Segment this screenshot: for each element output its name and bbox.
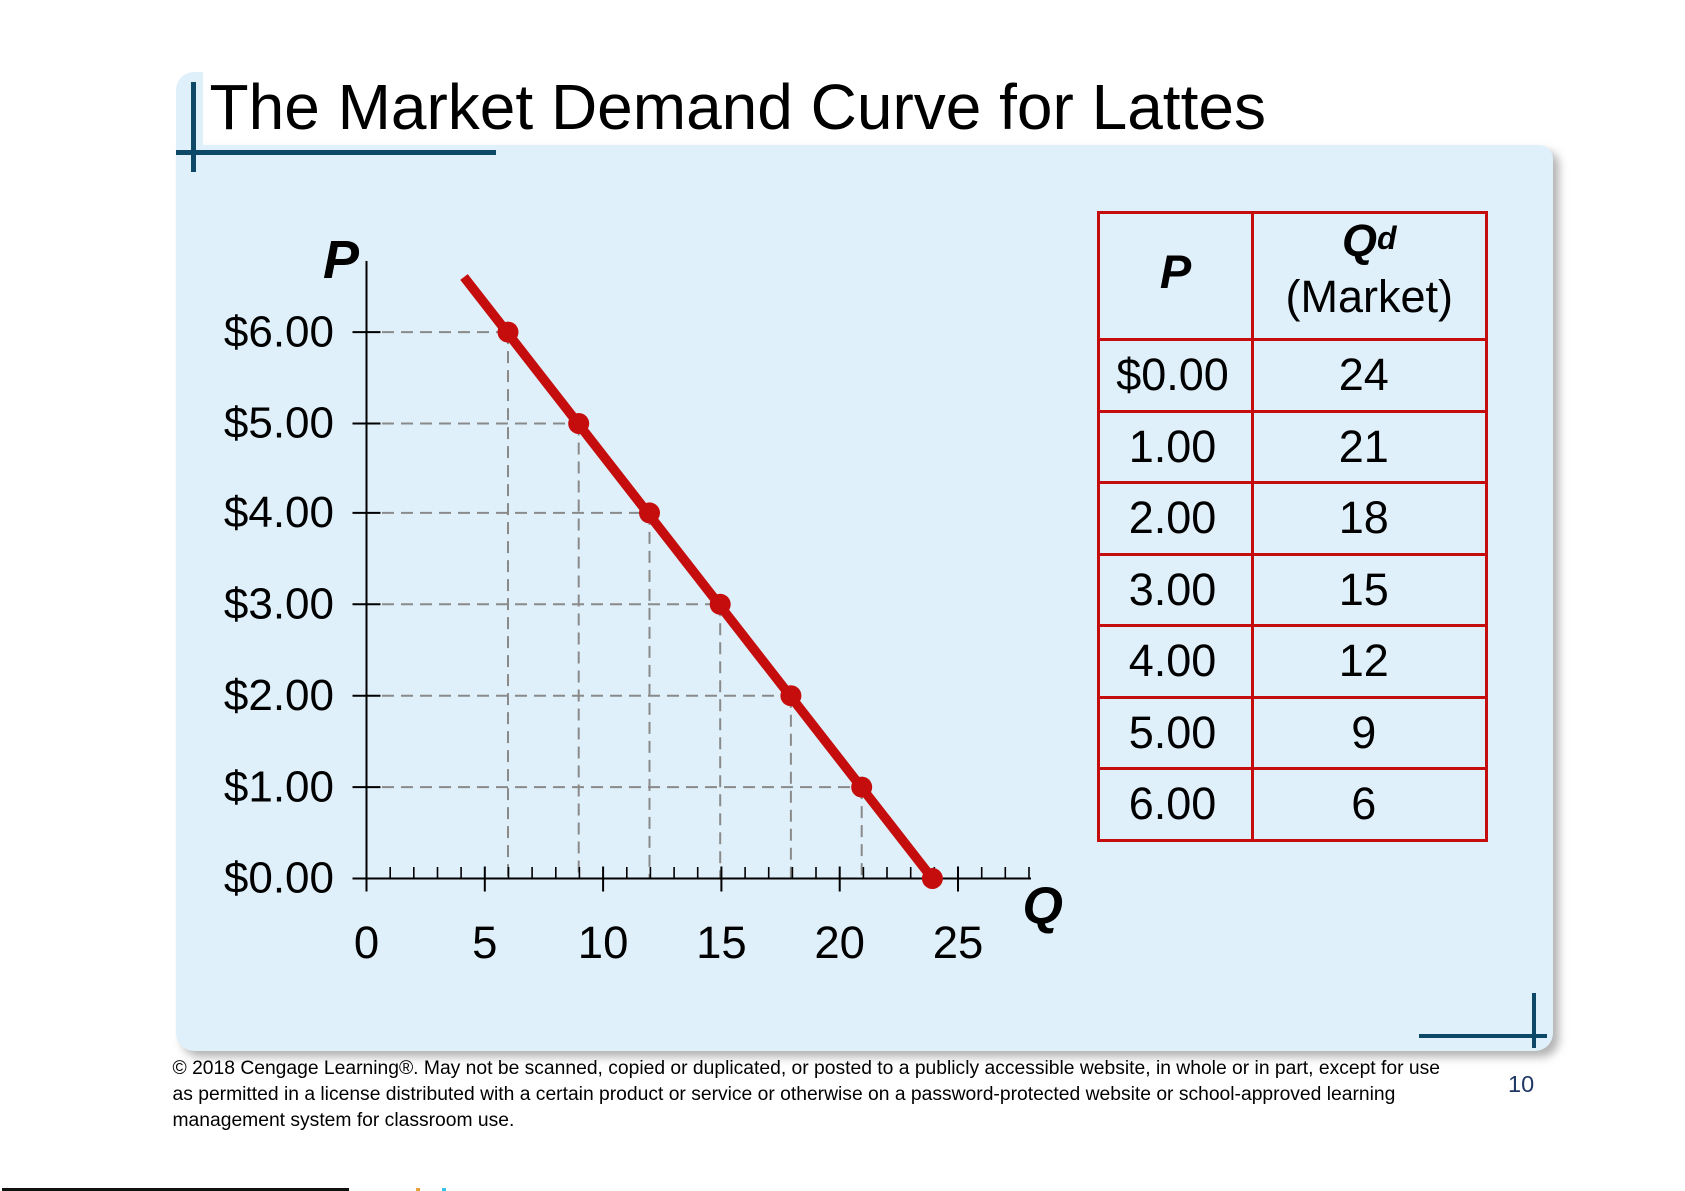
svg-text:5: 5 bbox=[472, 917, 497, 968]
svg-text:P: P bbox=[323, 230, 360, 290]
svg-text:0: 0 bbox=[354, 917, 379, 968]
svg-text:$3.00: $3.00 bbox=[224, 580, 334, 629]
svg-text:20: 20 bbox=[814, 917, 865, 968]
svg-text:25: 25 bbox=[933, 917, 984, 968]
svg-text:$0.00: $0.00 bbox=[224, 854, 334, 903]
svg-text:10: 10 bbox=[578, 917, 629, 968]
svg-text:15: 15 bbox=[696, 917, 747, 968]
svg-text:$5.00: $5.00 bbox=[224, 399, 334, 448]
svg-text:$1.00: $1.00 bbox=[224, 762, 334, 811]
svg-text:$4.00: $4.00 bbox=[224, 488, 334, 537]
svg-text:$6.00: $6.00 bbox=[224, 307, 334, 356]
svg-text:Q: Q bbox=[1023, 878, 1063, 936]
svg-text:$2.00: $2.00 bbox=[224, 671, 334, 720]
